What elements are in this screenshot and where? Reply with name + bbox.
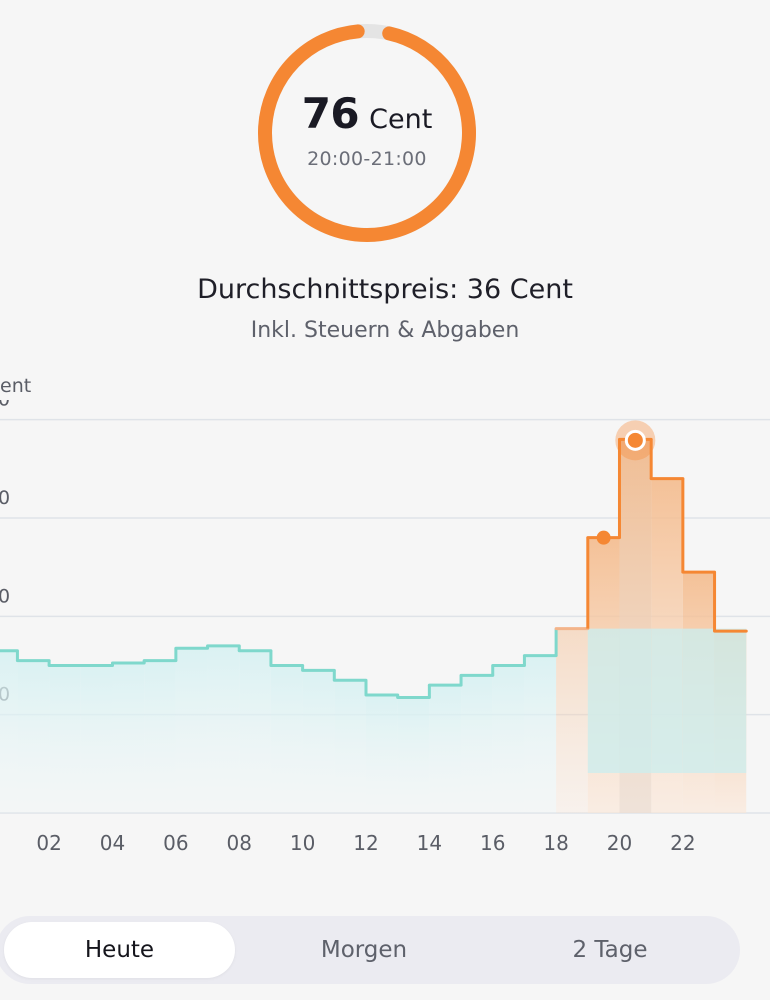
area-bar — [112, 663, 145, 813]
current-price-unit: Cent — [369, 103, 433, 135]
progress-ring — [258, 24, 476, 242]
ring-fill — [258, 24, 476, 242]
area-bar — [397, 697, 430, 813]
area-bar — [334, 680, 366, 813]
x-tick-label: 04 — [100, 831, 125, 855]
area-cheap-overlay — [587, 628, 620, 773]
x-tick-label: 10 — [290, 831, 315, 855]
current-time-range: 20:00-21:00 — [307, 147, 427, 170]
area-bar — [49, 665, 81, 813]
price-marker — [596, 530, 611, 545]
area-bar — [524, 655, 557, 813]
y-tick-label: 0 — [0, 400, 10, 411]
area-cheap-overlay — [651, 628, 683, 773]
area-cheap-overlay — [682, 628, 715, 773]
y-tick-label: 0 — [0, 487, 10, 509]
x-tick-label: 02 — [36, 831, 61, 855]
tab-2-tage[interactable]: 2 Tage — [488, 922, 732, 978]
area-bar — [144, 660, 176, 813]
x-tick-label: 22 — [670, 831, 695, 855]
area-bar — [270, 665, 303, 813]
tab-heute[interactable]: Heute — [4, 922, 235, 978]
current-price-value: 76 — [301, 88, 360, 138]
area-bar — [302, 670, 335, 813]
x-tick-label: 12 — [353, 831, 378, 855]
x-tick-label: 08 — [227, 831, 252, 855]
average-price: Durchschnittspreis: 36 Cent — [197, 274, 573, 305]
area-bar — [0, 650, 18, 813]
x-tick-label: 14 — [417, 831, 442, 855]
range-tabs: Heute Morgen 2 Tage — [0, 916, 740, 984]
area-bar-expensive — [556, 628, 588, 813]
area-bar — [492, 665, 525, 813]
tax-note: Inkl. Steuern & Abgaben — [250, 318, 520, 343]
x-tick-label: 20 — [607, 831, 632, 855]
area-bar — [239, 650, 271, 813]
area-bar — [461, 675, 493, 813]
area-cheap-overlay — [619, 628, 652, 773]
area-bar — [17, 660, 50, 813]
x-tick-label: 06 — [163, 831, 188, 855]
area-bar — [80, 665, 113, 813]
current-hour-point — [624, 429, 646, 451]
area-bar — [365, 695, 398, 813]
area-bar — [429, 685, 462, 813]
area-bar — [175, 648, 208, 813]
y-axis-unit: ent — [0, 375, 32, 397]
x-tick-label: 16 — [480, 831, 505, 855]
area-cheap-overlay — [714, 628, 747, 773]
current-price-ring: 76 Cent 20:00-21:00 — [254, 20, 480, 246]
tab-morgen[interactable]: Morgen — [244, 922, 484, 978]
x-tick-label: 18 — [543, 831, 568, 855]
y-tick-label: 0 — [0, 585, 10, 607]
area-bar — [207, 645, 240, 813]
